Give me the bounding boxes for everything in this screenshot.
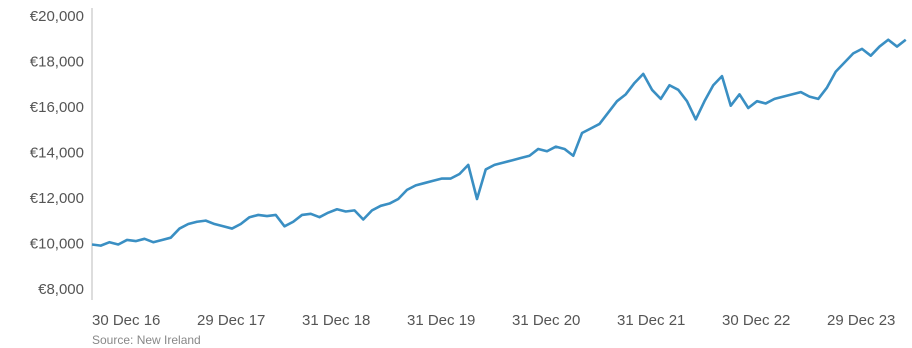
x-tick-label: 29 Dec 17 bbox=[197, 312, 265, 329]
x-tick-label: 30 Dec 16 bbox=[92, 312, 160, 329]
y-tick-label: €10,000 bbox=[30, 235, 84, 252]
x-tick-label: 29 Dec 23 bbox=[827, 312, 895, 329]
y-tick-label: €14,000 bbox=[30, 144, 84, 161]
x-tick-label: 31 Dec 18 bbox=[302, 312, 370, 329]
y-tick-label: €8,000 bbox=[38, 281, 84, 298]
x-tick-label: 31 Dec 21 bbox=[617, 312, 685, 329]
x-tick-label: 30 Dec 22 bbox=[722, 312, 790, 329]
y-tick-label: €18,000 bbox=[30, 53, 84, 70]
source: Source: New Ireland bbox=[92, 333, 201, 347]
y-tick-label: €16,000 bbox=[30, 99, 84, 116]
y-tick-label: €12,000 bbox=[30, 190, 84, 207]
x-tick-label: 31 Dec 20 bbox=[512, 312, 580, 329]
y-tick-label: €20,000 bbox=[30, 8, 84, 25]
line bbox=[91, 38, 907, 247]
x-tick-label: 31 Dec 19 bbox=[407, 312, 475, 329]
